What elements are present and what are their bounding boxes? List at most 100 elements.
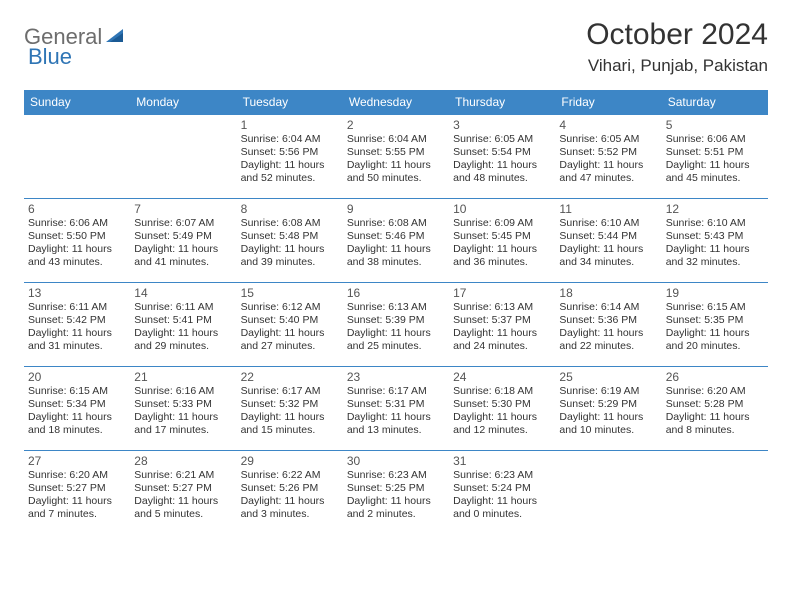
sunset-text: Sunset: 5:41 PM bbox=[134, 314, 232, 327]
week-row: 1Sunrise: 6:04 AMSunset: 5:56 PMDaylight… bbox=[24, 115, 768, 199]
sunrise-text: Sunrise: 6:06 AM bbox=[28, 217, 126, 230]
week-row: 13Sunrise: 6:11 AMSunset: 5:42 PMDayligh… bbox=[24, 283, 768, 367]
day-header-tuesday: Tuesday bbox=[237, 90, 343, 115]
sunset-text: Sunset: 5:30 PM bbox=[453, 398, 551, 411]
sunrise-text: Sunrise: 6:08 AM bbox=[347, 217, 445, 230]
daylight-text: Daylight: 11 hours and 29 minutes. bbox=[134, 327, 232, 353]
sunset-text: Sunset: 5:48 PM bbox=[241, 230, 339, 243]
calendar-table: SundayMondayTuesdayWednesdayThursdayFrid… bbox=[24, 90, 768, 535]
daylight-text: Daylight: 11 hours and 47 minutes. bbox=[559, 159, 657, 185]
daylight-text: Daylight: 11 hours and 38 minutes. bbox=[347, 243, 445, 269]
daylight-text: Daylight: 11 hours and 25 minutes. bbox=[347, 327, 445, 353]
daylight-text: Daylight: 11 hours and 39 minutes. bbox=[241, 243, 339, 269]
day-cell: 10Sunrise: 6:09 AMSunset: 5:45 PMDayligh… bbox=[449, 199, 555, 283]
sunset-text: Sunset: 5:52 PM bbox=[559, 146, 657, 159]
sunrise-text: Sunrise: 6:17 AM bbox=[347, 385, 445, 398]
day-cell: 16Sunrise: 6:13 AMSunset: 5:39 PMDayligh… bbox=[343, 283, 449, 367]
day-number: 8 bbox=[241, 202, 339, 216]
sunset-text: Sunset: 5:39 PM bbox=[347, 314, 445, 327]
day-cell: 20Sunrise: 6:15 AMSunset: 5:34 PMDayligh… bbox=[24, 367, 130, 451]
sunset-text: Sunset: 5:34 PM bbox=[28, 398, 126, 411]
sunrise-text: Sunrise: 6:04 AM bbox=[241, 133, 339, 146]
week-row: 27Sunrise: 6:20 AMSunset: 5:27 PM Dayligh… bbox=[24, 451, 768, 535]
daylight-text: Daylight: 11 hours and 34 minutes. bbox=[559, 243, 657, 269]
sunset-text: Sunset: 5:27 PM bbox=[28, 482, 126, 495]
day-number: 22 bbox=[241, 370, 339, 384]
day-number: 19 bbox=[666, 286, 764, 300]
day-number: 2 bbox=[347, 118, 445, 132]
sunrise-text: Sunrise: 6:20 AM bbox=[28, 469, 126, 482]
sunset-text: Sunset: 5:31 PM bbox=[347, 398, 445, 411]
sunrise-text: Sunrise: 6:15 AM bbox=[28, 385, 126, 398]
sunset-text: Sunset: 5:35 PM bbox=[666, 314, 764, 327]
week-row: 20Sunrise: 6:15 AMSunset: 5:34 PMDayligh… bbox=[24, 367, 768, 451]
day-cell: 21Sunrise: 6:16 AMSunset: 5:33 PMDayligh… bbox=[130, 367, 236, 451]
sunset-text: Sunset: 5:40 PM bbox=[241, 314, 339, 327]
location: Vihari, Punjab, Pakistan bbox=[586, 56, 768, 76]
sunrise-text: Sunrise: 6:16 AM bbox=[134, 385, 232, 398]
day-number: 14 bbox=[134, 286, 232, 300]
week-row: 6Sunrise: 6:06 AMSunset: 5:50 PMDaylight… bbox=[24, 199, 768, 283]
logo-triangle-icon bbox=[106, 27, 126, 48]
day-number: 28 bbox=[134, 454, 232, 468]
sunrise-text: Sunrise: 6:13 AM bbox=[453, 301, 551, 314]
day-number: 18 bbox=[559, 286, 657, 300]
day-number: 9 bbox=[347, 202, 445, 216]
day-cell: 7Sunrise: 6:07 AMSunset: 5:49 PMDaylight… bbox=[130, 199, 236, 283]
day-number: 17 bbox=[453, 286, 551, 300]
sunset-text: Sunset: 5:42 PM bbox=[28, 314, 126, 327]
sunset-text: Sunset: 5:55 PM bbox=[347, 146, 445, 159]
daylight-text: Daylight: 11 hours and 3 minutes. bbox=[241, 495, 339, 521]
sunrise-text: Sunrise: 6:13 AM bbox=[347, 301, 445, 314]
sunset-text: Sunset: 5:36 PM bbox=[559, 314, 657, 327]
daylight-text: Daylight: 11 hours and 48 minutes. bbox=[453, 159, 551, 185]
sunset-text: Sunset: 5:56 PM bbox=[241, 146, 339, 159]
day-cell: 29Sunrise: 6:22 AMSunset: 5:26 PMDayligh… bbox=[237, 451, 343, 535]
day-number: 10 bbox=[453, 202, 551, 216]
day-cell: 3Sunrise: 6:05 AMSunset: 5:54 PMDaylight… bbox=[449, 115, 555, 199]
day-cell: 8Sunrise: 6:08 AMSunset: 5:48 PMDaylight… bbox=[237, 199, 343, 283]
sunset-text: Sunset: 5:49 PM bbox=[134, 230, 232, 243]
daylight-text: Daylight: 11 hours and 10 minutes. bbox=[559, 411, 657, 437]
day-number: 31 bbox=[453, 454, 551, 468]
daylight-text: Daylight: 11 hours and 0 minutes. bbox=[453, 495, 551, 521]
day-cell: 6Sunrise: 6:06 AMSunset: 5:50 PMDaylight… bbox=[24, 199, 130, 283]
sunrise-text: Sunrise: 6:20 AM bbox=[666, 385, 764, 398]
logo-blue-row: Blue bbox=[28, 44, 72, 70]
day-cell: 12Sunrise: 6:10 AMSunset: 5:43 PMDayligh… bbox=[662, 199, 768, 283]
daylight-text: Daylight: 11 hours and 52 minutes. bbox=[241, 159, 339, 185]
day-number: 1 bbox=[241, 118, 339, 132]
sunrise-text: Sunrise: 6:08 AM bbox=[241, 217, 339, 230]
calendar-page: General October 2024 Vihari, Punjab, Pak… bbox=[0, 0, 792, 553]
daylight-text: Daylight: 11 hours and 43 minutes. bbox=[28, 243, 126, 269]
day-number: 23 bbox=[347, 370, 445, 384]
day-cell: 2Sunrise: 6:04 AMSunset: 5:55 PMDaylight… bbox=[343, 115, 449, 199]
day-header-friday: Friday bbox=[555, 90, 661, 115]
sunrise-text: Sunrise: 6:05 AM bbox=[453, 133, 551, 146]
daylight-text: Daylight: 11 hours and 50 minutes. bbox=[347, 159, 445, 185]
sunset-text: Sunset: 5:54 PM bbox=[453, 146, 551, 159]
day-number: 7 bbox=[134, 202, 232, 216]
day-cell: 30Sunrise: 6:23 AMSunset: 5:25 PMDayligh… bbox=[343, 451, 449, 535]
daylight-text: Daylight: 11 hours and 36 minutes. bbox=[453, 243, 551, 269]
daylight-text: Daylight: 11 hours and 12 minutes. bbox=[453, 411, 551, 437]
logo-text-blue: Blue bbox=[28, 44, 72, 69]
sunrise-text: Sunrise: 6:09 AM bbox=[453, 217, 551, 230]
day-cell: 5Sunrise: 6:06 AMSunset: 5:51 PMDaylight… bbox=[662, 115, 768, 199]
sunrise-text: Sunrise: 6:23 AM bbox=[453, 469, 551, 482]
daylight-text: Daylight: 11 hours and 13 minutes. bbox=[347, 411, 445, 437]
sunrise-text: Sunrise: 6:11 AM bbox=[134, 301, 232, 314]
sunrise-text: Sunrise: 6:12 AM bbox=[241, 301, 339, 314]
day-number: 27 bbox=[28, 454, 126, 468]
day-number: 21 bbox=[134, 370, 232, 384]
sunrise-text: Sunrise: 6:17 AM bbox=[241, 385, 339, 398]
sunrise-text: Sunrise: 6:15 AM bbox=[666, 301, 764, 314]
empty-cell bbox=[130, 115, 236, 199]
daylight-text: Daylight: 11 hours and 32 minutes. bbox=[666, 243, 764, 269]
day-cell: 13Sunrise: 6:11 AMSunset: 5:42 PMDayligh… bbox=[24, 283, 130, 367]
sunset-text: Sunset: 5:26 PM bbox=[241, 482, 339, 495]
sunrise-text: Sunrise: 6:05 AM bbox=[559, 133, 657, 146]
day-number: 30 bbox=[347, 454, 445, 468]
daylight-text: Daylight: 11 hours and 24 minutes. bbox=[453, 327, 551, 353]
day-cell: 28Sunrise: 6:21 AMSunset: 5:27 PMDayligh… bbox=[130, 451, 236, 535]
